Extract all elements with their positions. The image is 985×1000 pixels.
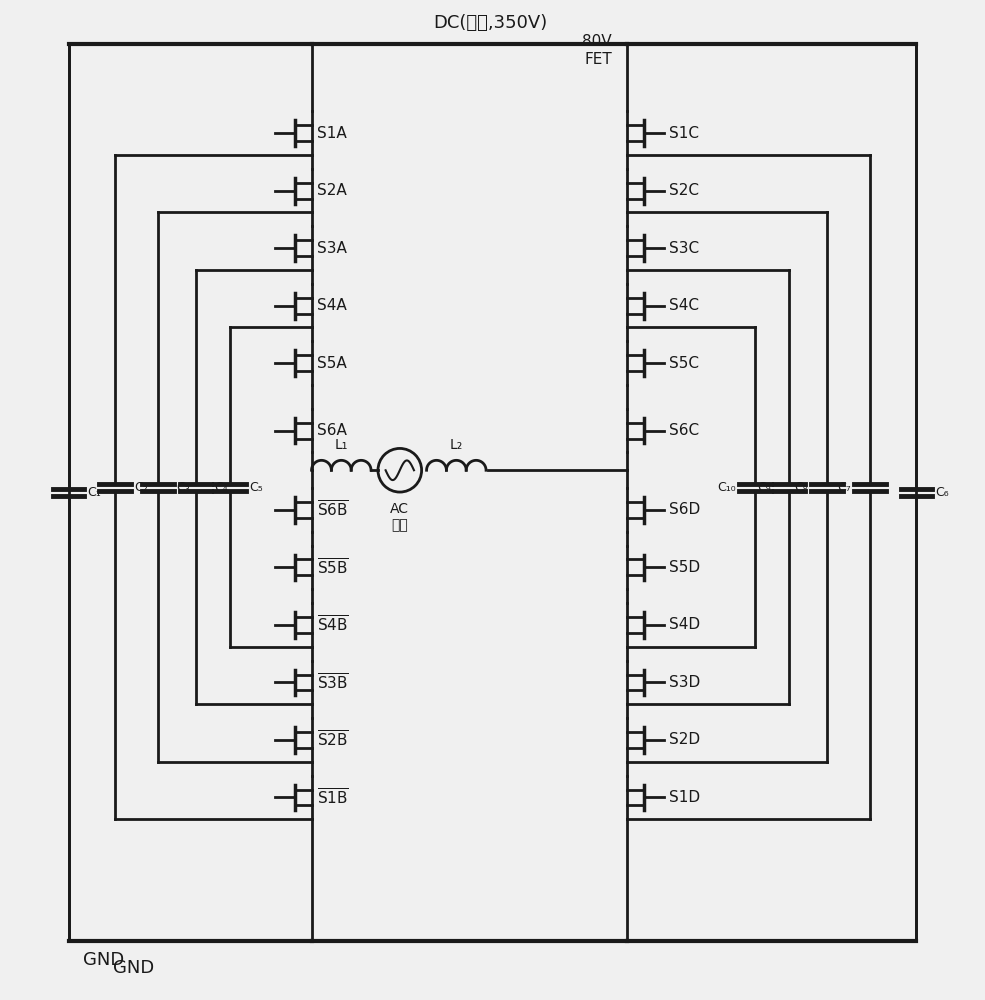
Text: C₆: C₆ (935, 486, 949, 499)
Text: $\overline{\mathrm{S6B}}$: $\overline{\mathrm{S6B}}$ (316, 500, 349, 520)
Text: S4A: S4A (316, 298, 347, 313)
Text: S5A: S5A (316, 356, 347, 371)
Text: S4C: S4C (670, 298, 699, 313)
Text: GND: GND (84, 951, 125, 969)
Text: L₁: L₁ (335, 438, 348, 452)
Text: S6D: S6D (670, 502, 700, 517)
Text: $\overline{\mathrm{S1B}}$: $\overline{\mathrm{S1B}}$ (316, 787, 349, 808)
Text: C₉: C₉ (756, 481, 770, 494)
Text: S4D: S4D (670, 617, 700, 632)
Text: C₁₀: C₁₀ (717, 481, 736, 494)
Text: S1D: S1D (670, 790, 700, 805)
Text: S6A: S6A (316, 423, 347, 438)
Text: L₂: L₂ (450, 438, 463, 452)
Text: $\overline{\mathrm{S5B}}$: $\overline{\mathrm{S5B}}$ (316, 557, 349, 577)
Text: DC(例如,350V): DC(例如,350V) (432, 14, 547, 32)
Text: C₇: C₇ (837, 481, 851, 494)
Text: C₁: C₁ (88, 486, 101, 499)
Text: C₅: C₅ (249, 481, 263, 494)
Text: S5C: S5C (670, 356, 699, 371)
Text: C₈: C₈ (795, 481, 809, 494)
Text: S1C: S1C (670, 126, 699, 141)
Text: S5D: S5D (670, 560, 700, 575)
Text: S2A: S2A (316, 183, 347, 198)
Text: S6C: S6C (670, 423, 699, 438)
Text: S1A: S1A (316, 126, 347, 141)
Text: 80V
FET: 80V FET (582, 34, 612, 67)
Text: GND: GND (113, 959, 155, 977)
Text: $\overline{\mathrm{S4B}}$: $\overline{\mathrm{S4B}}$ (316, 615, 349, 635)
Text: S3A: S3A (316, 241, 347, 256)
Text: AC
输出: AC 输出 (390, 502, 410, 532)
Text: S3C: S3C (670, 241, 699, 256)
Text: S3D: S3D (670, 675, 700, 690)
Text: C₂: C₂ (134, 481, 148, 494)
Text: $\overline{\mathrm{S3B}}$: $\overline{\mathrm{S3B}}$ (316, 672, 349, 693)
Text: S2C: S2C (670, 183, 699, 198)
Text: C₄: C₄ (215, 481, 229, 494)
Text: S2D: S2D (670, 732, 700, 747)
Text: $\overline{\mathrm{S2B}}$: $\overline{\mathrm{S2B}}$ (316, 730, 349, 750)
Text: C₃: C₃ (176, 481, 190, 494)
